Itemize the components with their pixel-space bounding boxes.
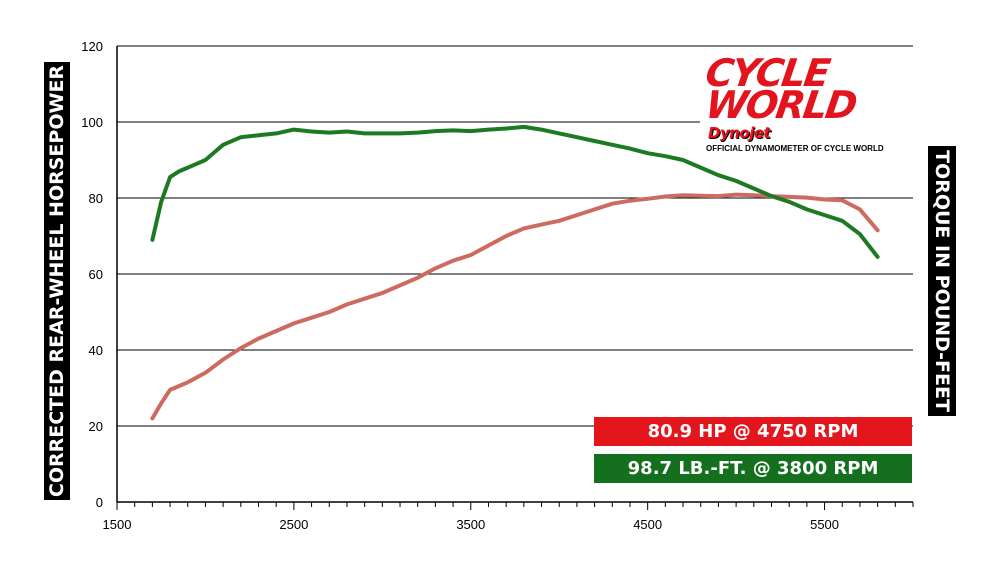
y-axis-ticks: 0 20 40 60 80 100 120 xyxy=(81,39,103,510)
logo-line-2: WORLD xyxy=(702,83,859,127)
y-tick-label: 100 xyxy=(81,115,103,130)
hp-peak-text: 80.9 HP @ 4750 RPM xyxy=(647,421,859,442)
y-axis-label-right-text: TORQUE IN POUND-FEET xyxy=(931,150,953,412)
cycle-world-logo: CYCLE WORLD Dynojet OFFICIAL DYNAMOMETER… xyxy=(700,51,922,156)
y-tick-label: 80 xyxy=(89,191,103,206)
torque-peak-text: 98.7 LB.-FT. @ 3800 RPM xyxy=(627,458,879,479)
y-axis-label-left-text: CORRECTED REAR-WHEEL HORSEPOWER xyxy=(46,64,68,498)
y-axis-label-left: CORRECTED REAR-WHEEL HORSEPOWER xyxy=(44,62,70,500)
axes xyxy=(116,46,913,503)
x-tick-label: 2500 xyxy=(279,517,308,532)
y-tick-label: 40 xyxy=(89,343,103,358)
series-line-torque xyxy=(150,124,880,259)
y-axis-label-right: TORQUE IN POUND-FEET xyxy=(928,146,956,416)
x-tick-label: 3500 xyxy=(456,517,485,532)
series-line-horsepower xyxy=(150,192,880,421)
torque-peak-badge: 98.7 LB.-FT. @ 3800 RPM xyxy=(594,454,912,483)
hp-peak-badge: 80.9 HP @ 4750 RPM xyxy=(594,417,912,446)
y-tick-label: 120 xyxy=(81,39,103,54)
x-tick-label: 4500 xyxy=(633,517,662,532)
dynojet-logo: Dynojet xyxy=(708,124,771,142)
series-group xyxy=(150,124,880,421)
x-tick-label: 1500 xyxy=(103,517,132,532)
x-axis-ticks: 1500 2500 3500 4500 5500 xyxy=(103,502,914,532)
x-tick-label: 5500 xyxy=(810,517,839,532)
y-tick-label: 20 xyxy=(89,419,103,434)
logo-tagline: OFFICIAL DYNAMOMETER OF CYCLE WORLD xyxy=(706,144,884,153)
y-tick-label: 60 xyxy=(89,267,103,282)
y-tick-label: 0 xyxy=(96,495,103,510)
